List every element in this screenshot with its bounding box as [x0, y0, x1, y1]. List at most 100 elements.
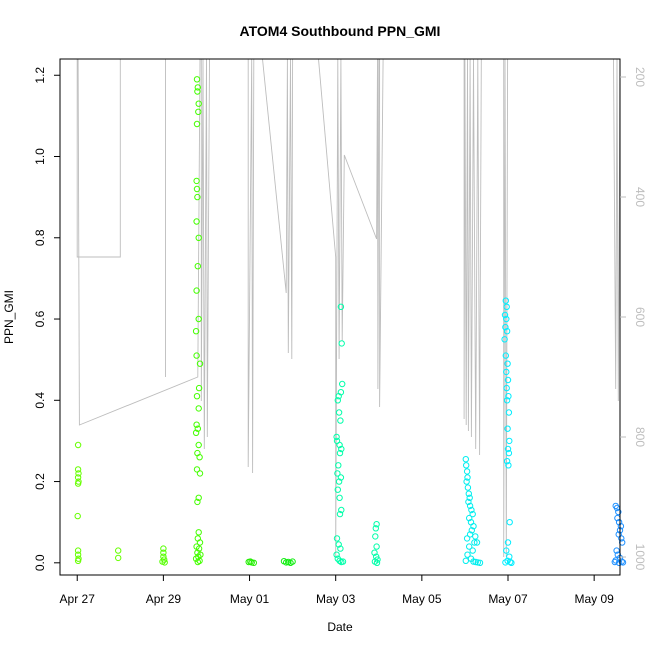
right-tick-label: 1000: [633, 544, 647, 571]
data-point: [196, 470, 204, 477]
data-point: [336, 441, 343, 449]
data-point: [468, 506, 475, 514]
data-point: [372, 533, 379, 540]
data-point: [193, 177, 200, 185]
data-point: [338, 445, 345, 453]
data-point: [334, 486, 341, 493]
data-point: [506, 519, 513, 526]
data-point: [503, 303, 510, 310]
data-point: [336, 510, 344, 518]
data-point: [463, 535, 471, 542]
data-point: [468, 527, 475, 534]
data-point: [194, 84, 202, 91]
data-point: [337, 303, 345, 310]
data-point: [338, 506, 345, 514]
data-point: [466, 502, 474, 510]
data-point: [501, 336, 508, 343]
data-point: [335, 541, 342, 548]
data-point: [74, 474, 82, 481]
data-point: [466, 514, 473, 522]
data-point: [115, 547, 122, 554]
data-point: [161, 559, 168, 566]
data-point: [195, 545, 203, 552]
data-point: [507, 558, 514, 566]
data-point: [466, 543, 473, 550]
data-point: [470, 523, 477, 530]
x-tick-label: May 09: [574, 592, 614, 606]
data-point: [502, 559, 509, 566]
data-point: [74, 480, 82, 487]
data-point: [335, 393, 342, 400]
right-tick-label: 400: [633, 187, 647, 207]
data-point: [194, 193, 201, 201]
data-point: [503, 328, 511, 335]
data-point: [465, 490, 472, 497]
y-tick-label: 0.4: [33, 392, 47, 409]
data-point: [193, 393, 201, 400]
data-point: [334, 470, 341, 477]
data-point: [502, 352, 509, 359]
data-point: [473, 539, 481, 546]
right-tick-label: 800: [633, 427, 647, 447]
data-point: [472, 533, 479, 540]
data-point: [504, 376, 512, 384]
data-point: [192, 555, 200, 562]
data-point: [74, 551, 82, 558]
data-point: [335, 409, 343, 416]
data-point: [505, 409, 513, 416]
y-tick-label: 0.6: [33, 310, 47, 327]
data-point: [338, 340, 345, 347]
data-point: [333, 551, 340, 558]
data-point: [193, 76, 201, 83]
x-tick-label: May 07: [488, 592, 528, 606]
data-point: [333, 433, 340, 441]
data-point: [373, 559, 381, 566]
data-point: [333, 535, 341, 542]
x-tick-label: Apr 29: [146, 592, 182, 606]
data-point: [74, 441, 82, 449]
data-point: [289, 558, 296, 565]
data-point: [335, 462, 342, 469]
data-point: [74, 557, 82, 564]
data-point: [195, 441, 202, 449]
chart-title: ATOM4 Southbound PPN_GMI: [240, 23, 441, 39]
data-point: [504, 539, 512, 546]
data-point: [469, 547, 476, 554]
data-point: [503, 547, 510, 554]
data-point: [613, 547, 620, 554]
data-point: [465, 498, 472, 506]
data-point: [337, 545, 344, 552]
data-point: [372, 525, 379, 532]
data-point: [195, 108, 202, 116]
data-point: [196, 454, 203, 461]
data-point: [373, 521, 380, 528]
data-point: [503, 315, 510, 323]
data-point: [503, 458, 511, 465]
data-point: [463, 478, 470, 485]
data-point: [192, 328, 200, 335]
data-point: [471, 539, 478, 546]
data-point: [466, 531, 474, 538]
axes: Apr 27 Apr 29 May 01 May 03 May 05 May 07 May …: [33, 58, 647, 606]
data-point: [75, 470, 82, 477]
data-point: [336, 557, 343, 564]
data-point: [195, 315, 202, 323]
data-point: [193, 218, 200, 225]
data-point: [615, 519, 623, 526]
data-point: [195, 405, 202, 412]
y-tick-label: 0.8: [33, 229, 47, 246]
x-tick-label: May 01: [230, 592, 270, 606]
data-point: [193, 352, 200, 359]
data-point: [115, 554, 122, 562]
data-point: [250, 559, 258, 566]
data-point: [505, 462, 512, 469]
data-point: [196, 360, 204, 367]
x-axis-label: Date: [327, 620, 353, 634]
data-point: [504, 360, 511, 367]
plot-area: [74, 59, 627, 566]
data-point: [371, 549, 378, 556]
x-tick-label: May 05: [402, 592, 442, 606]
x-tick-label: May 03: [316, 592, 356, 606]
data-point: [339, 380, 346, 388]
data-point: [195, 494, 202, 501]
